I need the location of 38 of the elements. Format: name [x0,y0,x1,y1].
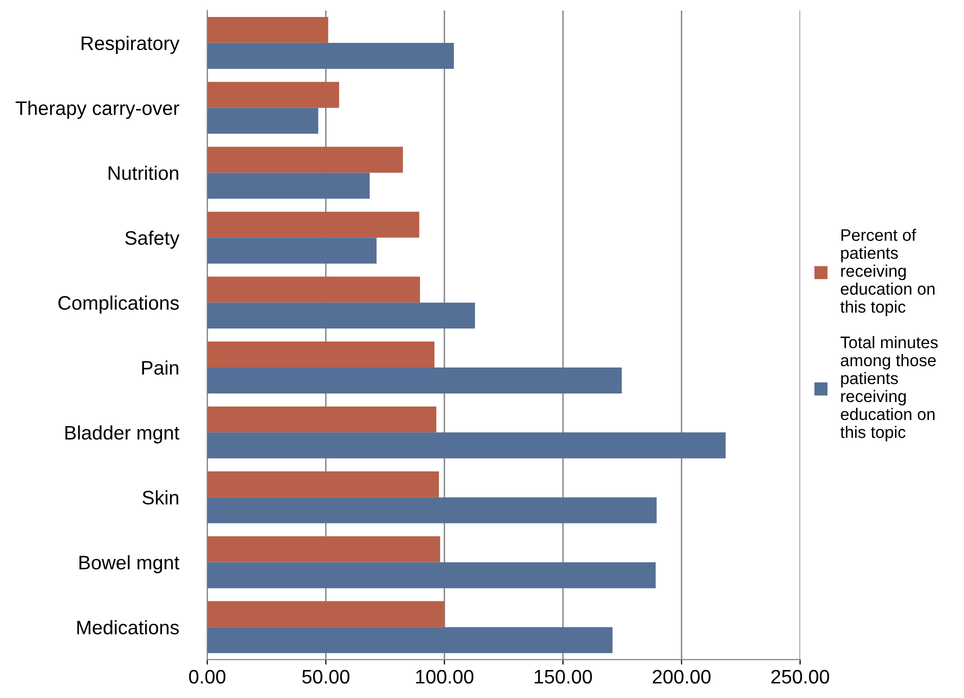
bar [207,146,403,173]
bar [207,108,318,134]
y-tick-label: Medications [77,620,179,634]
bar [207,497,657,524]
bar [207,16,328,43]
y-tick-label: Nutrition [108,166,178,180]
bar [207,406,436,432]
legend-label: Percent of patients receiving education on this topic [840,228,934,316]
bar [207,342,434,368]
y-tick-label: Bladder mgnt [65,425,180,444]
bar [207,432,726,458]
bar [207,562,656,588]
x-tick-label: 200.00 [652,670,711,684]
legend-label: Total minutes among those patients receiving education on this topic [840,336,938,442]
y-tick-label: Skin [142,490,178,505]
bar [207,601,444,628]
bar [207,172,370,199]
y-tick-label: Safety [125,230,180,249]
bar [207,367,622,394]
x-tick-label: 0.00 [189,670,226,684]
bar [207,238,377,264]
y-tick-label: Therapy carry-over [16,100,180,119]
bar [207,627,613,654]
bar [207,276,420,303]
x-tick-label: 50.00 [302,670,350,684]
x-tick-label: 250.00 [771,670,830,684]
y-tick-label: Respiratory [82,36,180,54]
bar [207,42,454,69]
y-tick-label: Bowel mgnt [79,555,180,574]
bar [207,302,475,329]
bar [207,536,440,562]
y-tick-label: Complications [58,296,179,314]
bar [207,82,340,108]
x-tick-label: 100.00 [416,670,474,684]
y-tick-label: Pain [142,360,178,375]
bar [207,212,420,238]
bar [207,471,439,498]
x-tick-label: 150.00 [534,670,592,684]
